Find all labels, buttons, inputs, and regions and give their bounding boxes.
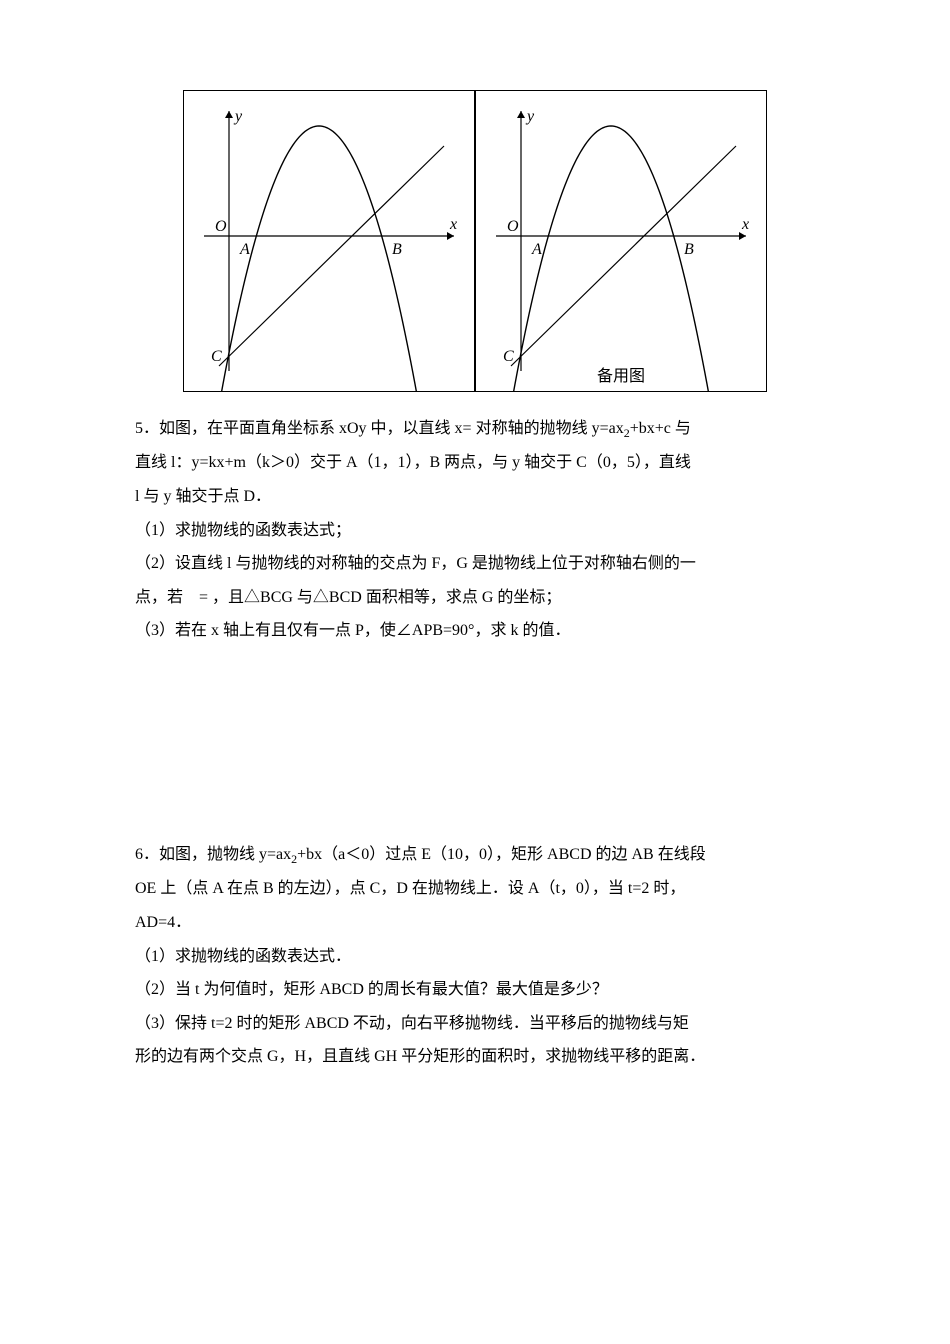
p6-line1: 6．如图，抛物线 y=ax2+bx（a＜0）过点 E（10，0），矩形 ABCD… — [135, 838, 815, 872]
svg-text:x: x — [449, 216, 457, 233]
figure-row: Ox y A B C Ox y A B C 备用图 — [135, 90, 815, 392]
p6-line3: AD=4． — [135, 906, 815, 940]
p5-line3: l 与 y 轴交于点 D． — [135, 480, 815, 514]
svg-text:C: C — [503, 348, 514, 365]
svg-text:A: A — [239, 241, 250, 258]
p5-sub1: （1）求抛物线的函数表达式； — [135, 514, 815, 548]
svg-text:A: A — [531, 241, 542, 258]
p6-sub2: （2）当 t 为何值时，矩形 ABCD 的周长有最大值？最大值是多少？ — [135, 973, 815, 1007]
p6-l1b: +bx（a＜0）过点 E（10，0），矩形 ABCD 的边 AB 在线段 — [297, 846, 706, 863]
p5-l1c: +bx+c 与 — [630, 420, 691, 437]
svg-text:x: x — [741, 216, 749, 233]
p6-sub3b: 形的边有两个交点 G，H，且直线 GH 平分矩形的面积时，求抛物线平移的距离． — [135, 1040, 815, 1074]
svg-text:备用图: 备用图 — [597, 367, 645, 385]
figure-right-backup: Ox y A B C 备用图 — [475, 90, 767, 392]
p6-line2: OE 上（点 A 在点 B 的左边），点 C，D 在抛物线上．设 A（t，0），… — [135, 872, 815, 906]
p5-line2: 直线 l：y=kx+m（k＞0）交于 A（1，1），B 两点，与 y 轴交于 C… — [135, 446, 815, 480]
svg-text:B: B — [684, 241, 694, 258]
problem-6: 6．如图，抛物线 y=ax2+bx（a＜0）过点 E（10，0），矩形 ABCD… — [135, 838, 815, 1074]
svg-text:y: y — [233, 108, 243, 125]
svg-text:O: O — [215, 218, 227, 235]
p6-sub3: （3）保持 t=2 时的矩形 ABCD 不动，向右平移抛物线．当平移后的抛物线与… — [135, 1007, 815, 1041]
svg-text:y: y — [525, 108, 535, 125]
p6-l1a: 6．如图，抛物线 y=ax — [135, 846, 291, 863]
spacer — [135, 648, 815, 828]
p5-l1b: 对称轴的抛物线 y=ax — [476, 420, 624, 437]
svg-text:O: O — [507, 218, 519, 235]
p5-line1: 5．如图，在平面直角坐标系 xOy 中，以直线 x= 对称轴的抛物线 y=ax2… — [135, 412, 815, 446]
p5-sub2b: 点，若 = ，且△BCG 与△BCD 面积相等，求点 G 的坐标； — [135, 581, 815, 615]
svg-text:C: C — [211, 348, 222, 365]
p5-l1a: 5．如图，在平面直角坐标系 xOy 中，以直线 x= — [135, 420, 476, 437]
figure-left: Ox y A B C — [183, 90, 475, 392]
svg-text:B: B — [392, 241, 402, 258]
p6-sub1: （1）求抛物线的函数表达式． — [135, 940, 815, 974]
p5-sub2: （2）设直线 l 与抛物线的对称轴的交点为 F，G 是抛物线上位于对称轴右侧的一 — [135, 547, 815, 581]
problem-5: 5．如图，在平面直角坐标系 xOy 中，以直线 x= 对称轴的抛物线 y=ax2… — [135, 412, 815, 648]
p5-sub3: （3）若在 x 轴上有且仅有一点 P，使∠APB=90°，求 k 的值． — [135, 614, 815, 648]
